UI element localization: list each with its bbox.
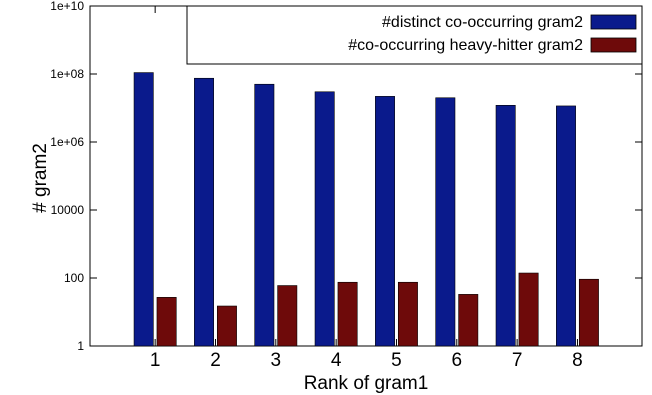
legend-swatch-distinct	[590, 14, 637, 30]
y-tick-label: 1e+08	[50, 67, 84, 81]
legend-label-heavy-hitter: #co-occurring heavy-hitter gram2	[348, 37, 583, 54]
bar-distinct-6	[435, 97, 456, 347]
bar-heavy-hitter-4	[337, 281, 358, 347]
bar-heavy-hitter-8	[578, 278, 599, 347]
x-tick-label: 5	[391, 350, 402, 371]
x-tick-label: 7	[512, 350, 523, 371]
bar-distinct-3	[254, 83, 275, 347]
bar-series-group	[133, 72, 599, 347]
x-axis-title: Rank of gram1	[304, 373, 429, 394]
y-axis: 1 100 10000 1e+06 1e+08 1e+10	[50, 0, 642, 353]
y-tick-label: 1e+06	[50, 135, 84, 149]
y-tick-label: 1	[77, 339, 84, 353]
legend-label-distinct: #distinct co-occurring gram2	[382, 14, 583, 31]
x-tick-label: 6	[452, 350, 463, 371]
bar-distinct-5	[375, 96, 395, 347]
x-tick-label: 8	[572, 350, 583, 371]
bar-distinct-1	[133, 72, 154, 347]
x-tick-label: 3	[271, 350, 282, 371]
bar-heavy-hitter-1	[156, 297, 177, 347]
x-tick-label: 1	[150, 350, 161, 371]
legend: #distinct co-occurring gram2 #co-occurri…	[186, 5, 643, 65]
bar-distinct-8	[556, 105, 576, 347]
y-tick-label: 1e+10	[50, 0, 84, 13]
x-tick-label: 2	[210, 350, 221, 371]
legend-box	[186, 5, 643, 65]
bar-distinct-4	[314, 91, 335, 347]
bar-heavy-hitter-6	[458, 294, 479, 347]
bar-heavy-hitter-2	[216, 305, 237, 347]
x-tick-label: 4	[331, 350, 342, 371]
bar-heavy-hitter-5	[397, 281, 418, 347]
bar-distinct-7	[495, 105, 516, 347]
legend-swatch-heavy-hitter	[590, 37, 637, 53]
bar-heavy-hitter-7	[518, 272, 539, 347]
y-tick-label: 100	[64, 271, 84, 285]
bar-heavy-hitter-3	[277, 285, 298, 347]
bar-distinct-2	[194, 77, 214, 347]
y-tick-label: 10000	[51, 203, 85, 217]
y-axis-title: # gram2	[30, 143, 51, 213]
